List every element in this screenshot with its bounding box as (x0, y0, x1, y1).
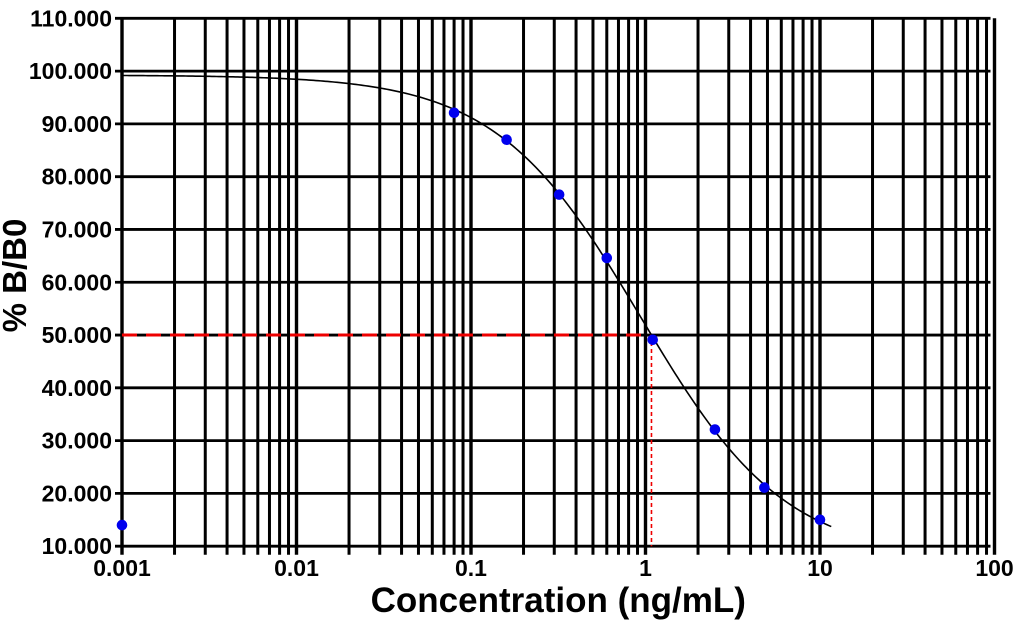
svg-text:Concentration (ng/mL): Concentration (ng/mL) (371, 581, 746, 620)
svg-text:90.000: 90.000 (42, 111, 112, 137)
svg-text:% B/B0: % B/B0 (0, 219, 33, 333)
svg-text:30.000: 30.000 (42, 428, 112, 454)
svg-text:110.000: 110.000 (30, 5, 112, 31)
svg-text:1: 1 (639, 555, 652, 581)
svg-text:0.01: 0.01 (274, 555, 319, 581)
svg-text:70.000: 70.000 (42, 216, 112, 242)
svg-text:80.000: 80.000 (42, 164, 112, 190)
svg-text:50.000: 50.000 (42, 322, 112, 348)
svg-text:100: 100 (975, 555, 1013, 581)
svg-text:20.000: 20.000 (42, 480, 112, 506)
svg-text:0.001: 0.001 (93, 555, 151, 581)
svg-text:0.1: 0.1 (455, 555, 487, 581)
svg-text:10: 10 (807, 555, 833, 581)
svg-text:40.000: 40.000 (42, 375, 112, 401)
svg-text:60.000: 60.000 (42, 269, 112, 295)
svg-text:100.000: 100.000 (29, 58, 112, 84)
